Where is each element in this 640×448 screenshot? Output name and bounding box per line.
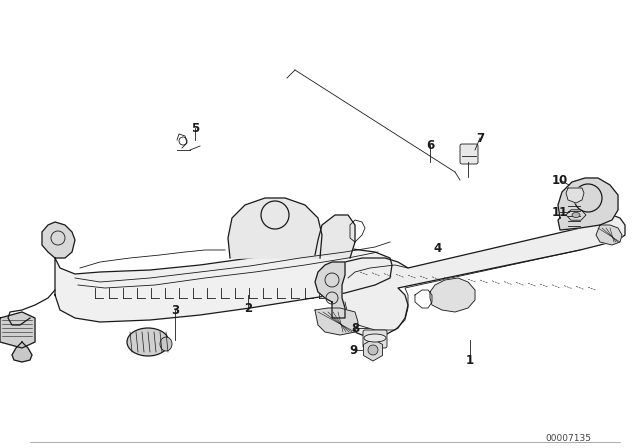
Polygon shape bbox=[566, 188, 584, 203]
Polygon shape bbox=[315, 262, 345, 318]
Polygon shape bbox=[12, 342, 32, 362]
Text: 8: 8 bbox=[351, 322, 359, 335]
Text: 1: 1 bbox=[466, 353, 474, 366]
Text: 9: 9 bbox=[349, 344, 357, 357]
Text: 3: 3 bbox=[171, 303, 179, 316]
Polygon shape bbox=[430, 278, 475, 312]
Polygon shape bbox=[566, 210, 586, 220]
Text: 7: 7 bbox=[476, 132, 484, 145]
Ellipse shape bbox=[572, 212, 580, 217]
Text: 6: 6 bbox=[426, 138, 434, 151]
Polygon shape bbox=[42, 222, 75, 258]
Circle shape bbox=[368, 345, 378, 355]
Polygon shape bbox=[364, 339, 383, 361]
Polygon shape bbox=[228, 198, 322, 258]
FancyBboxPatch shape bbox=[363, 330, 387, 348]
Text: 4: 4 bbox=[434, 241, 442, 254]
Polygon shape bbox=[558, 178, 618, 230]
Text: 2: 2 bbox=[244, 302, 252, 314]
Polygon shape bbox=[55, 248, 392, 322]
Ellipse shape bbox=[127, 328, 169, 356]
Text: 5: 5 bbox=[191, 121, 199, 134]
Text: 00007135: 00007135 bbox=[545, 434, 591, 443]
Text: 10: 10 bbox=[552, 173, 568, 186]
Text: 11: 11 bbox=[552, 206, 568, 219]
Ellipse shape bbox=[364, 334, 386, 342]
Ellipse shape bbox=[160, 337, 172, 351]
Polygon shape bbox=[315, 215, 355, 258]
Polygon shape bbox=[315, 308, 358, 335]
FancyBboxPatch shape bbox=[460, 144, 478, 164]
Polygon shape bbox=[332, 215, 625, 335]
Polygon shape bbox=[0, 312, 35, 348]
Polygon shape bbox=[596, 225, 622, 245]
